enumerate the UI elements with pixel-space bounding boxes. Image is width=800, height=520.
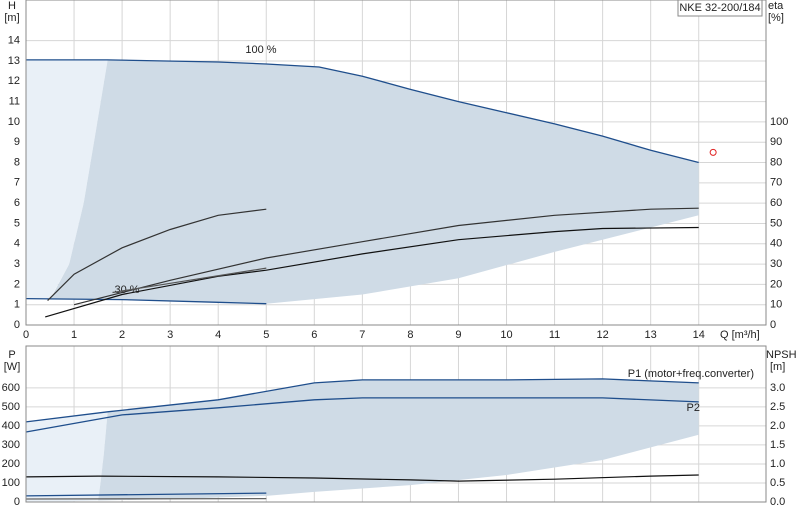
- plot-frame: [25, 345, 767, 503]
- y2-tick-label: 70: [770, 177, 782, 189]
- series-label: P1 (motor+freq.converter): [628, 368, 754, 380]
- y2-tick-label: 60: [770, 197, 782, 209]
- x-tick-label: 2: [119, 329, 125, 341]
- curve: [25, 297, 267, 305]
- y-tick-label: 1: [14, 299, 20, 311]
- curve: [25, 474, 699, 482]
- y-tick-label: 0: [14, 496, 20, 508]
- y2-tick-label: 10: [770, 299, 782, 311]
- title-box: [677, 0, 763, 17]
- y2-axis-unit: [%]: [768, 12, 784, 24]
- y-tick-label: 12: [8, 75, 20, 87]
- y-tick-label: 500: [2, 401, 20, 413]
- y-tick-label: 10: [8, 116, 20, 128]
- x-tick-label: 12: [596, 329, 608, 341]
- x-tick-label: 7: [359, 329, 365, 341]
- y2-axis-label: NPSH: [766, 349, 797, 361]
- x-tick-label: 0: [23, 329, 29, 341]
- y-axis-unit: [W]: [4, 361, 21, 373]
- y-tick-label: 9: [14, 136, 20, 148]
- x-tick-label: 3: [167, 329, 173, 341]
- x-tick-label: 10: [500, 329, 512, 341]
- y2-tick-label: 90: [770, 136, 782, 148]
- y-tick-label: 11: [9, 95, 20, 107]
- marker: [709, 148, 717, 156]
- y-tick-label: 0: [14, 319, 20, 331]
- x-tick-label: 8: [407, 329, 413, 341]
- curve: [73, 207, 699, 306]
- y2-tick-label: 1.5: [770, 439, 785, 451]
- y2-tick-label: 0: [770, 319, 776, 331]
- y-tick-label: 2: [14, 278, 20, 290]
- y2-tick-label: 100: [770, 116, 788, 128]
- series-label: P2: [687, 402, 700, 414]
- curve: [25, 378, 699, 423]
- y2-axis-unit: [m]: [770, 361, 785, 373]
- x-tick-label: 6: [311, 329, 317, 341]
- curve: [47, 208, 267, 302]
- y-tick-label: 400: [2, 420, 20, 432]
- y-axis-label: H: [8, 0, 16, 12]
- y2-tick-label: 3.0: [770, 382, 785, 394]
- y-tick-label: 600: [2, 382, 20, 394]
- y-tick-label: 6: [14, 197, 20, 209]
- y2-tick-label: 50: [770, 217, 782, 229]
- operating-range: [26, 59, 108, 299]
- plot-frame: [25, 0, 767, 326]
- y-tick-label: 8: [14, 156, 20, 168]
- x-tick-label: 5: [263, 329, 269, 341]
- y2-tick-label: 30: [770, 258, 782, 270]
- y-tick-label: 7: [14, 177, 20, 189]
- x-tick-label: 14: [693, 329, 705, 341]
- x-axis-label: Q [m³/h]: [720, 329, 760, 341]
- x-tick-label: 4: [215, 329, 221, 341]
- x-tick-label: 1: [71, 329, 77, 341]
- y2-axis-label: eta: [768, 0, 784, 12]
- series-label: 100 %: [245, 44, 276, 56]
- curve: [112, 267, 267, 294]
- curve: [45, 226, 699, 318]
- y2-tick-label: 2.0: [770, 420, 785, 432]
- x-tick-label: 9: [455, 329, 461, 341]
- y-tick-label: 5: [14, 217, 20, 229]
- y2-tick-label: 80: [770, 156, 782, 168]
- y-tick-label: 100: [2, 477, 20, 489]
- y2-tick-label: 0.5: [770, 477, 785, 489]
- x-tick-label: 11: [549, 329, 560, 341]
- y-axis-unit: [m]: [4, 12, 19, 24]
- y-tick-label: 3: [14, 258, 20, 270]
- y2-tick-label: 2.5: [770, 401, 785, 413]
- y2-tick-label: 0.0: [770, 496, 785, 508]
- curve: [25, 492, 267, 497]
- x-tick-label: 13: [645, 329, 657, 341]
- y2-tick-label: 40: [770, 238, 782, 250]
- operating-range: [50, 59, 699, 304]
- operating-range: [98, 378, 699, 501]
- y2-tick-label: 20: [770, 278, 782, 290]
- y-tick-label: 14: [8, 35, 20, 47]
- chart-title: NKE 32-200/184: [679, 2, 760, 14]
- y2-tick-label: 1.0: [770, 458, 785, 470]
- y-tick-label: 13: [8, 55, 20, 67]
- curve: [26, 59, 699, 164]
- y-axis-label: P: [8, 349, 15, 361]
- curve: [25, 397, 699, 433]
- y-tick-label: 200: [2, 458, 20, 470]
- operating-range: [26, 411, 108, 502]
- y-tick-label: 4: [14, 238, 20, 250]
- y-tick-label: 300: [2, 439, 20, 451]
